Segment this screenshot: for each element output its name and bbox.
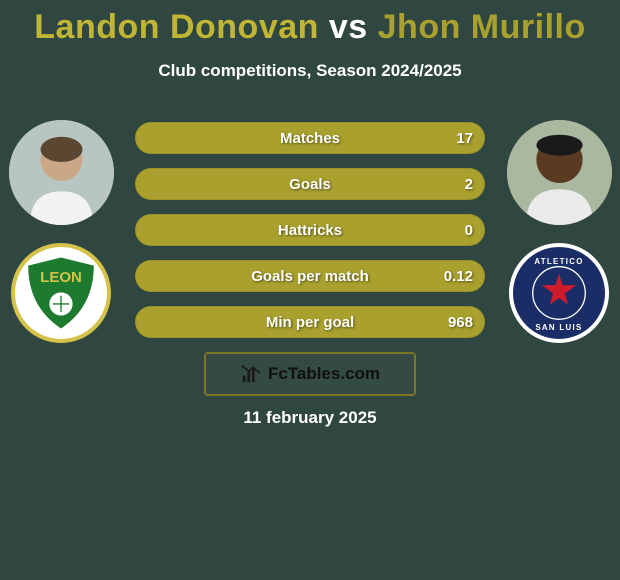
stat-row-mpg: Min per goal 968 bbox=[135, 306, 485, 338]
svg-text:ATLETICO: ATLETICO bbox=[534, 257, 583, 266]
title-player1: Landon Donovan bbox=[34, 8, 319, 46]
svg-text:LEON: LEON bbox=[40, 269, 82, 286]
bar-chart-icon bbox=[240, 363, 262, 385]
stats-container: Matches 17 Goals 2 Hattricks 0 Goals per… bbox=[135, 122, 485, 352]
stat-row-gpm: Goals per match 0.12 bbox=[135, 260, 485, 292]
stat-label: Min per goal bbox=[266, 314, 354, 331]
fctables-logo: FcTables.com bbox=[204, 352, 416, 396]
club-right-badge: ATLETICO SAN LUIS bbox=[509, 243, 609, 343]
title-player2: Jhon Murillo bbox=[378, 8, 586, 46]
stat-label: Matches bbox=[280, 130, 340, 147]
stat-value-right: 17 bbox=[456, 130, 473, 147]
stat-value-right: 0 bbox=[465, 222, 473, 239]
person-icon bbox=[9, 120, 114, 225]
stat-row-matches: Matches 17 bbox=[135, 122, 485, 154]
logo-text: FcTables.com bbox=[268, 364, 380, 384]
stat-value-right: 0.12 bbox=[444, 268, 473, 285]
stat-value-right: 968 bbox=[448, 314, 473, 331]
stat-label: Goals bbox=[289, 176, 331, 193]
page-title: Landon Donovan vs Jhon Murillo bbox=[0, 0, 620, 47]
stat-label: Hattricks bbox=[278, 222, 342, 239]
stat-row-goals: Goals 2 bbox=[135, 168, 485, 200]
player-right-avatar bbox=[507, 120, 612, 225]
person-icon bbox=[507, 120, 612, 225]
stat-label: Goals per match bbox=[251, 268, 369, 285]
shield-icon: ATLETICO SAN LUIS bbox=[513, 247, 605, 339]
subtitle: Club competitions, Season 2024/2025 bbox=[0, 61, 620, 81]
player-right-column: ATLETICO SAN LUIS bbox=[504, 120, 614, 343]
stat-row-hattricks: Hattricks 0 bbox=[135, 214, 485, 246]
player-left-avatar bbox=[9, 120, 114, 225]
svg-text:SAN LUIS: SAN LUIS bbox=[535, 323, 582, 332]
date-text: 11 february 2025 bbox=[0, 408, 620, 428]
player-left-column: LEON bbox=[6, 120, 116, 343]
stat-value-right: 2 bbox=[465, 176, 473, 193]
shield-icon: LEON bbox=[20, 252, 102, 334]
title-vs: vs bbox=[319, 8, 378, 46]
club-left-badge: LEON bbox=[11, 243, 111, 343]
